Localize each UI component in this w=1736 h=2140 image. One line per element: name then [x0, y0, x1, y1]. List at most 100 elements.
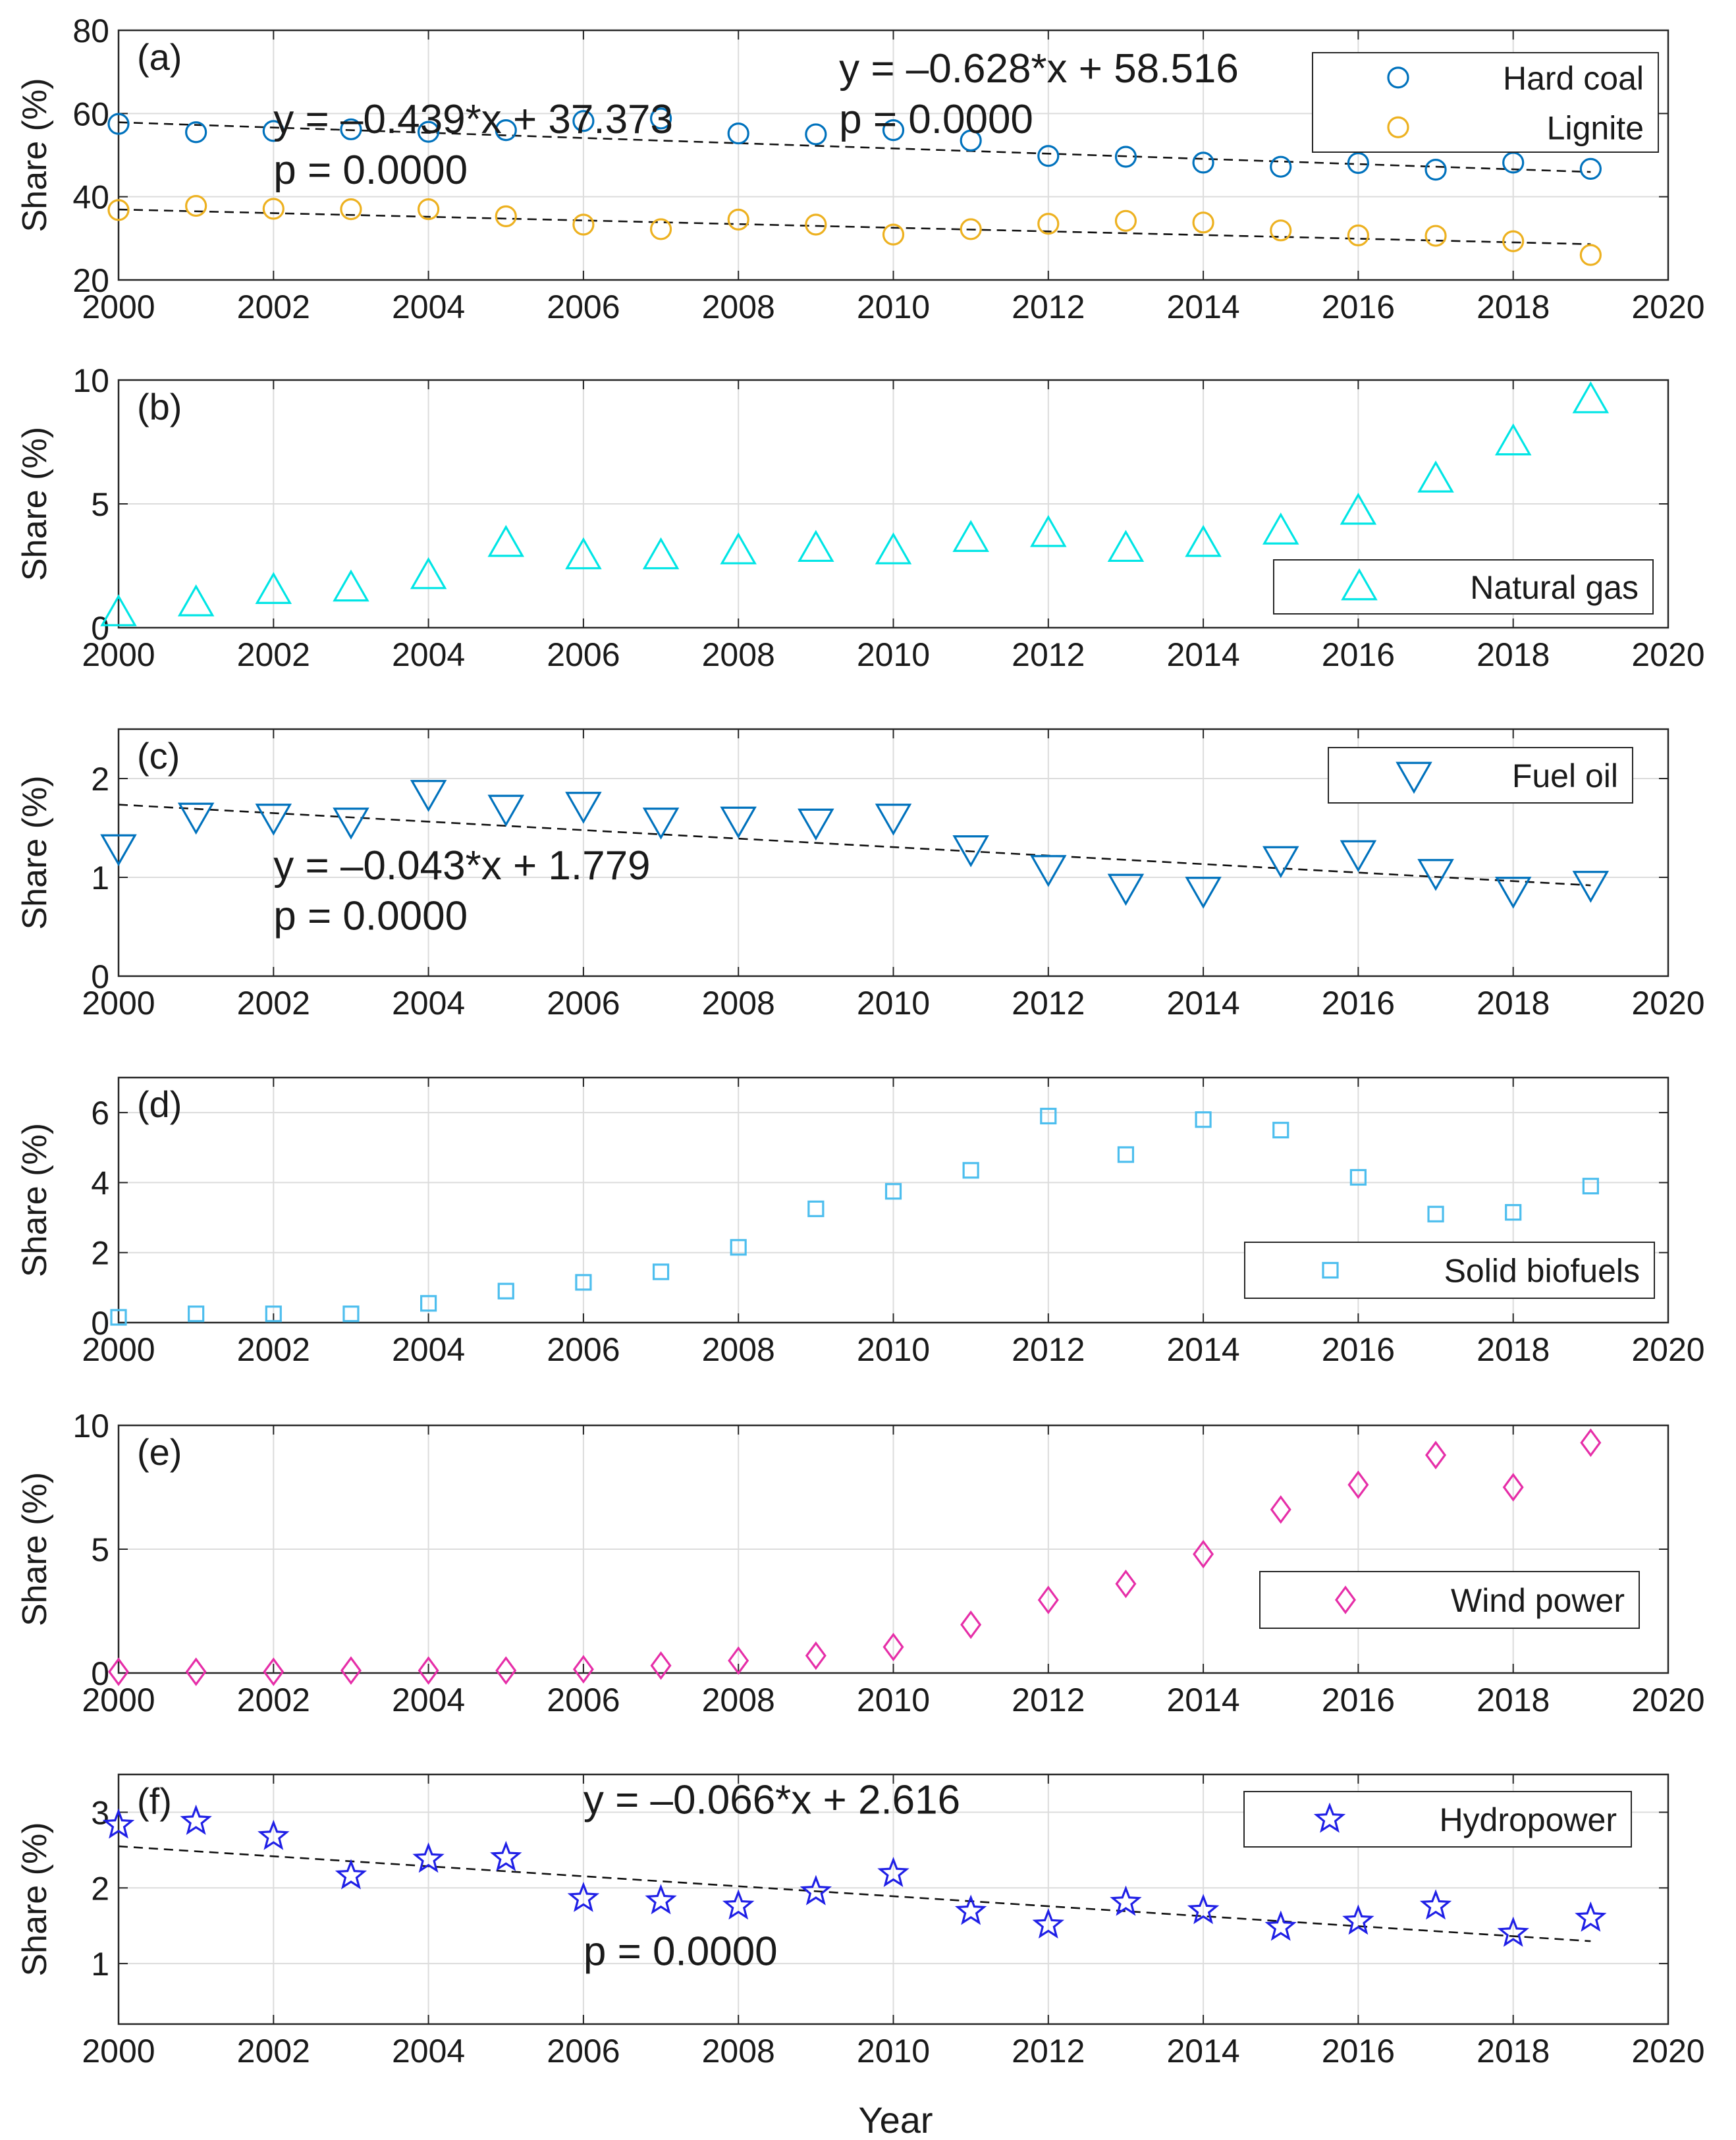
x-tick-label: 2010: [857, 985, 930, 1022]
data-point: [340, 1656, 362, 1685]
data-point: [185, 1657, 207, 1686]
y-axis-title: Share (%): [16, 78, 54, 232]
x-tick-label: 2020: [1631, 2033, 1704, 2070]
data-point: [1107, 873, 1145, 906]
x-tick-label: 2000: [82, 636, 155, 673]
annotation-text: p = 0.0000: [583, 1929, 778, 1974]
x-tick-label: 2008: [702, 1331, 775, 1368]
data-point: [952, 520, 989, 552]
data-point: [107, 113, 130, 135]
data-point: [1030, 855, 1067, 887]
y-axis-title: Share (%): [16, 1472, 54, 1626]
legend-label: Fuel oil: [1512, 757, 1618, 794]
x-tick-label: 2012: [1012, 288, 1085, 325]
x-tick-label: 2008: [702, 1682, 775, 1718]
legend-box: [1244, 1242, 1655, 1299]
data-point: [1264, 1910, 1297, 1941]
data-point: [649, 218, 672, 240]
data-point: [100, 594, 137, 626]
data-point: [1030, 514, 1067, 547]
legend-label: Solid biofuels: [1444, 1253, 1640, 1290]
data-point: [340, 118, 362, 140]
legend-label: Hydropower: [1439, 1801, 1617, 1838]
data-point: [807, 1200, 825, 1217]
x-tick-label: 2020: [1631, 1682, 1704, 1718]
data-point: [102, 1808, 135, 1839]
x-tick-label: 2012: [1012, 2033, 1085, 2070]
x-tick-label: 2004: [392, 1331, 465, 1368]
data-point: [1195, 1111, 1212, 1128]
data-point: [255, 572, 292, 604]
x-tick-label: 2006: [547, 636, 620, 673]
data-point: [652, 1263, 670, 1280]
data-point: [575, 1274, 592, 1291]
data-point: [1347, 1470, 1369, 1499]
data-point: [884, 1183, 902, 1200]
y-tick-label: 20: [72, 262, 109, 299]
x-tick-label: 2018: [1477, 2033, 1550, 2070]
data-point: [1575, 1901, 1607, 1932]
series-hard-coal: [107, 107, 1602, 181]
data-point: [262, 198, 285, 220]
data-point: [418, 1656, 439, 1685]
y-axis-title: Share (%): [16, 1822, 54, 1976]
data-point: [1185, 877, 1222, 909]
data-point: [333, 808, 369, 840]
data-point: [567, 1881, 600, 1912]
x-tick-label: 2010: [857, 2033, 930, 2070]
data-point: [417, 198, 440, 221]
data-point: [1040, 1107, 1057, 1125]
data-point: [188, 1305, 205, 1323]
x-tick-label: 2004: [392, 985, 465, 1022]
x-tick-label: 2020: [1631, 636, 1704, 673]
y-tick-label: 0: [91, 958, 109, 995]
data-point: [108, 1657, 129, 1686]
y-tick-label: 60: [72, 96, 109, 132]
x-tick-label: 2004: [392, 636, 465, 673]
x-tick-label: 2016: [1322, 636, 1395, 673]
data-point: [1417, 460, 1454, 493]
annotation-text: p = 0.0000: [839, 97, 1033, 142]
x-tick-label: 2014: [1166, 1331, 1239, 1368]
data-point: [177, 802, 215, 835]
y-axis-title: Share (%): [16, 427, 54, 581]
y-tick-label: 0: [91, 1655, 109, 1692]
x-tick-label: 2010: [857, 1331, 930, 1368]
y-tick-label: 4: [91, 1165, 109, 1201]
data-point: [572, 1655, 594, 1684]
data-point: [258, 1819, 290, 1850]
data-point: [265, 1305, 282, 1323]
x-tick-label: 2012: [1012, 985, 1085, 1022]
legend: Hard coal Lignite: [1312, 52, 1659, 153]
data-point: [960, 218, 982, 240]
legend-box: [1312, 52, 1659, 153]
data-point: [1502, 1473, 1524, 1502]
series-wind-power: [108, 1428, 1602, 1686]
data-point: [1037, 145, 1060, 167]
x-tick-label: 2006: [547, 1682, 620, 1718]
x-tick-label: 2016: [1322, 1331, 1395, 1368]
legend: Solid biofuels: [1244, 1242, 1655, 1299]
trend-line: [118, 208, 1591, 246]
y-tick-label: 5: [91, 486, 109, 523]
data-point: [495, 119, 517, 142]
x-tick-label: 2002: [237, 1331, 310, 1368]
data-point: [1502, 230, 1525, 252]
legend-marker: [1387, 116, 1409, 138]
data-point: [1505, 1203, 1522, 1221]
data-point: [962, 1162, 979, 1179]
y-tick-label: 1: [91, 860, 109, 896]
data-point: [340, 198, 362, 221]
data-point: [495, 205, 517, 227]
x-axis-title: Year: [858, 2099, 933, 2140]
series-solid-biofuels: [110, 1107, 1599, 1326]
data-point: [1110, 1885, 1142, 1916]
legend-label: Lignite: [1547, 109, 1644, 146]
data-point: [1427, 1205, 1444, 1222]
y-tick-label: 2: [91, 1870, 109, 1907]
data-point: [1185, 524, 1222, 557]
panel-label: (b): [137, 386, 182, 427]
data-point: [882, 1632, 904, 1662]
legend-box: [1273, 559, 1654, 615]
legend-box: [1243, 1791, 1632, 1848]
